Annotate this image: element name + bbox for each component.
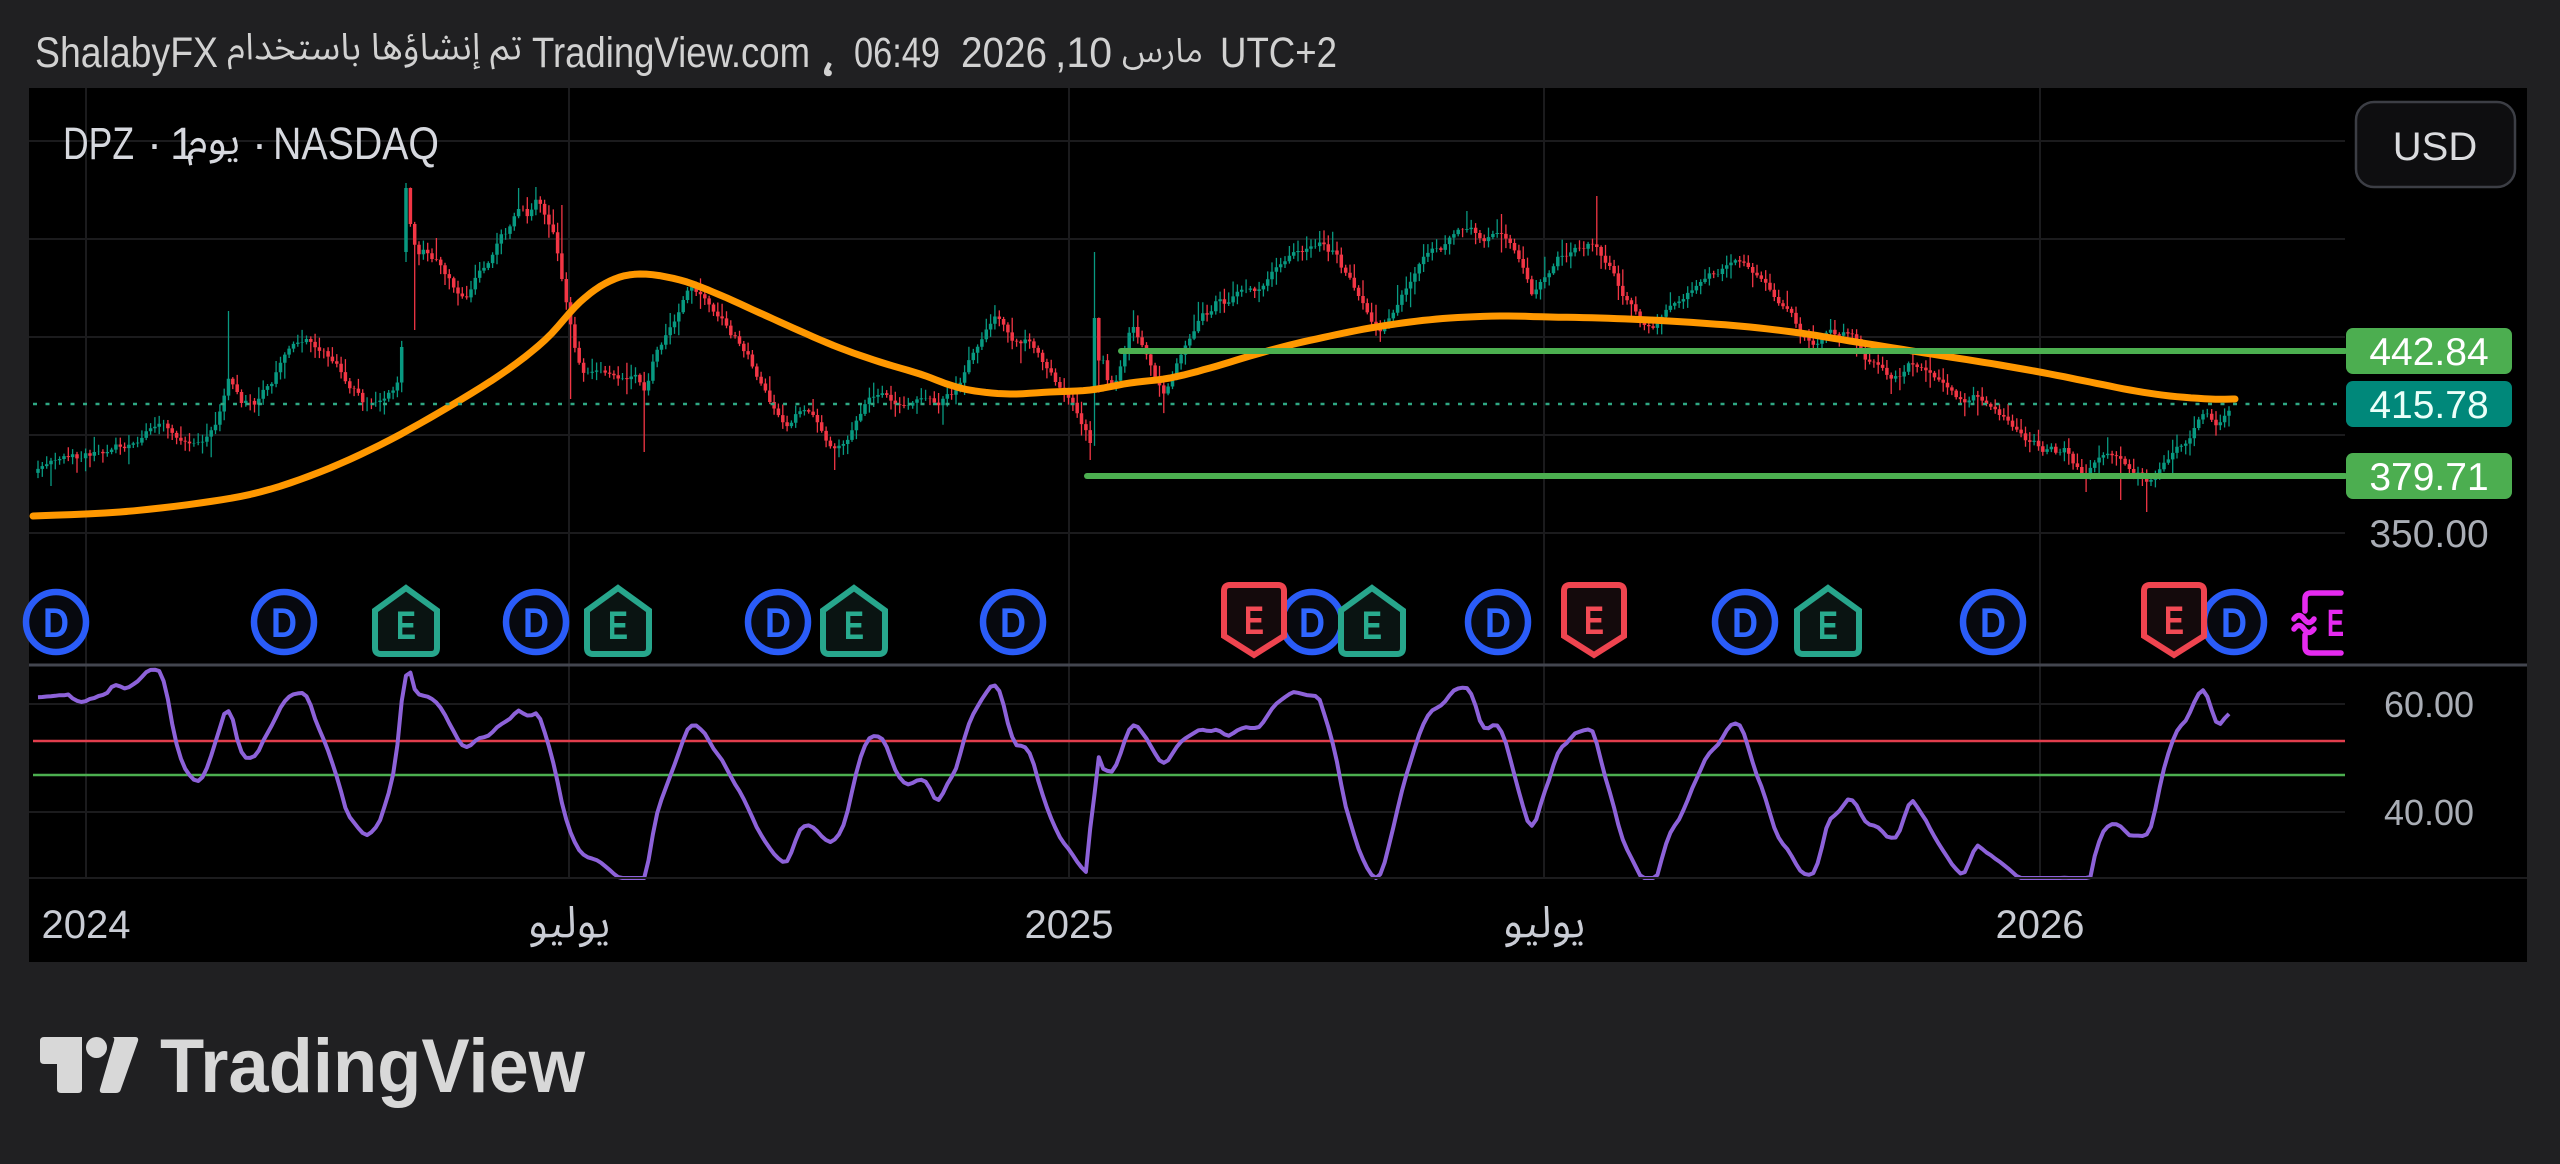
svg-text:UTC+2: UTC+2: [1220, 29, 1337, 77]
svg-text:D: D: [523, 599, 549, 646]
svg-text:D: D: [2221, 599, 2247, 646]
svg-text:350.00: 350.00: [2369, 513, 2488, 556]
svg-text:D: D: [1000, 599, 1026, 646]
svg-text:NASDAQ: NASDAQ: [273, 118, 439, 169]
svg-text:D: D: [765, 599, 791, 646]
svg-text:379.71: 379.71: [2369, 456, 2488, 499]
svg-text:DPZ: DPZ: [63, 118, 134, 169]
svg-text:,10: ,10: [1055, 29, 1112, 77]
svg-text:D: D: [43, 599, 69, 646]
svg-text:415.78: 415.78: [2369, 384, 2488, 427]
svg-text:E: E: [844, 604, 864, 648]
svg-text:·: ·: [252, 118, 267, 169]
svg-text:·: ·: [147, 118, 162, 169]
svg-text:E: E: [608, 604, 628, 648]
svg-text:D: D: [1299, 599, 1325, 646]
svg-text:E: E: [1362, 604, 1382, 648]
svg-text:D: D: [1980, 599, 2006, 646]
svg-text:D: D: [1732, 599, 1758, 646]
svg-text:ShalabyFX: ShalabyFX: [35, 29, 218, 77]
svg-text:USD: USD: [2393, 125, 2477, 169]
svg-text:2025: 2025: [1025, 903, 1114, 947]
svg-text:E: E: [1584, 599, 1604, 643]
svg-text:06:49: 06:49: [854, 29, 940, 77]
svg-text:D: D: [1485, 599, 1511, 646]
svg-text:E: E: [2327, 603, 2344, 645]
svg-text:2026: 2026: [961, 29, 1047, 77]
svg-text:2026: 2026: [1996, 903, 2085, 947]
svg-text:442.84: 442.84: [2369, 331, 2488, 374]
svg-text:TradingView.com: TradingView.com: [532, 29, 810, 77]
svg-text:D: D: [271, 599, 297, 646]
svg-text:40.00: 40.00: [2384, 792, 2474, 833]
svg-text:2024: 2024: [42, 903, 131, 947]
svg-text:60.00: 60.00: [2384, 684, 2474, 725]
svg-text:TradingView: TradingView: [160, 1024, 586, 1109]
svg-text:E: E: [1818, 604, 1838, 648]
svg-text:E: E: [396, 604, 416, 648]
svg-text:E: E: [2164, 599, 2184, 643]
svg-text:E: E: [1244, 599, 1264, 643]
